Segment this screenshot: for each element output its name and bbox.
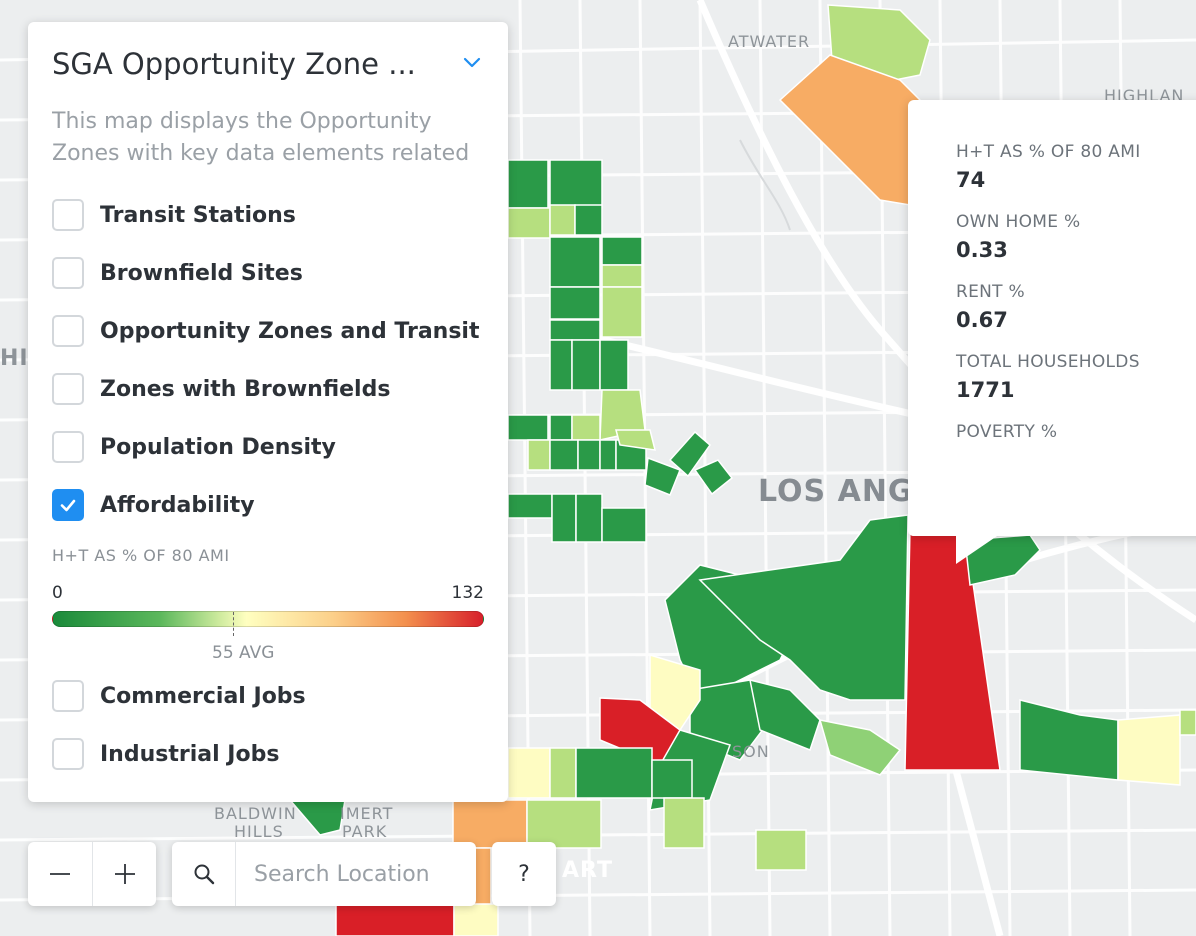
search-icon: [194, 864, 214, 885]
popup-value: 1771: [956, 378, 1015, 402]
popup-key: H+T AS % OF 80 AMI: [956, 142, 1141, 162]
popup-field: OWN HOME % 0.33: [956, 212, 1196, 262]
popup-field: H+T AS % OF 80 AMI 74: [956, 142, 1196, 192]
popup-value: 0.67: [956, 308, 1008, 332]
popup-key: OWN HOME %: [956, 212, 1081, 232]
layer-opportunity-zones-transit[interactable]: Opportunity Zones and Transit: [52, 302, 484, 360]
popup-value: 0.33: [956, 238, 1008, 262]
legend-color-ramp: [52, 611, 484, 636]
minus-icon: [50, 873, 70, 875]
check-icon: [60, 499, 76, 512]
panel-header[interactable]: SGA Opportunity Zone ...: [52, 22, 484, 106]
layer-affordability[interactable]: Affordability: [52, 476, 484, 534]
layer-brownfield-sites[interactable]: Brownfield Sites: [52, 244, 484, 302]
popup-scroll-fade: [908, 466, 1196, 536]
feature-popup: H+T AS % OF 80 AMI 74 OWN HOME % 0.33 RE…: [908, 100, 1196, 536]
plus-icon: [114, 864, 135, 884]
layer-label: Transit Stations: [100, 202, 296, 228]
checkbox[interactable]: [52, 373, 84, 405]
layer-commercial-jobs[interactable]: Commercial Jobs: [52, 667, 484, 725]
layer-population-density[interactable]: Population Density: [52, 418, 484, 476]
search-location-input[interactable]: [236, 861, 466, 887]
legend-avg-tick: [233, 612, 234, 636]
popup-field: POVERTY %: [956, 422, 1196, 442]
zoom-out-button[interactable]: [28, 842, 92, 906]
place-label-left: HI: [0, 346, 29, 371]
popup-key: POVERTY %: [956, 422, 1058, 442]
place-label-baldwin: BALDWIN: [214, 804, 297, 823]
layer-label: Population Density: [100, 434, 336, 460]
layer-panel: SGA Opportunity Zone ... This map displa…: [28, 22, 508, 802]
panel-title: SGA Opportunity Zone ...: [52, 47, 416, 81]
checkbox[interactable]: [52, 315, 84, 347]
place-label-los-angeles: LOS ANG: [758, 474, 914, 509]
layer-transit-stations[interactable]: Transit Stations: [52, 186, 484, 244]
legend-title: H+T AS % OF 80 AMI: [52, 546, 230, 565]
popup-field: TOTAL HOUSEHOLDS 1771: [956, 352, 1196, 402]
checkbox[interactable]: [52, 257, 84, 289]
checkbox[interactable]: [52, 199, 84, 231]
place-label-hills: HILLS: [234, 822, 284, 841]
legend-max: 132: [451, 583, 484, 603]
popup-key: RENT %: [956, 282, 1026, 302]
legend-range: 0 132: [52, 583, 484, 603]
layer-industrial-jobs[interactable]: Industrial Jobs: [52, 725, 484, 783]
search-button[interactable]: [172, 842, 236, 906]
panel-description: This map displays the Opportunity Zones …: [52, 109, 470, 166]
layer-label: Brownfield Sites: [100, 260, 303, 286]
help-button[interactable]: ?: [492, 842, 556, 906]
popup-value: 74: [956, 168, 986, 192]
place-label-son: SON: [732, 742, 770, 761]
popup-pointer: [956, 534, 1000, 564]
layer-label: Affordability: [100, 492, 255, 518]
place-label-atwater: ATWATER: [728, 32, 811, 51]
legend-avg-label: 55 AVG: [212, 643, 275, 663]
chevron-down-icon[interactable]: [460, 50, 484, 79]
checkbox[interactable]: [52, 680, 84, 712]
checkbox[interactable]: [52, 431, 84, 463]
layer-label: Zones with Brownfields: [100, 376, 391, 402]
place-label-leimert: IMERT: [340, 804, 394, 823]
checkbox[interactable]: [52, 738, 84, 770]
legend-min: 0: [52, 583, 63, 603]
checkbox-checked[interactable]: [52, 489, 84, 521]
search-box: [172, 842, 476, 906]
layer-zones-brownfields[interactable]: Zones with Brownfields: [52, 360, 484, 418]
place-label-art: ART: [562, 858, 613, 883]
layer-label: Opportunity Zones and Transit: [100, 318, 480, 344]
popup-field: RENT % 0.67: [956, 282, 1196, 332]
layer-label: Commercial Jobs: [100, 683, 306, 709]
popup-key: TOTAL HOUSEHOLDS: [956, 352, 1140, 372]
place-label-park: PARK: [342, 822, 388, 841]
zoom-control: [28, 842, 156, 906]
zoom-in-button[interactable]: [92, 842, 156, 906]
affordability-legend: H+T AS % OF 80 AMI 0 132 55 AVG: [52, 546, 484, 663]
layer-label: Industrial Jobs: [100, 741, 280, 767]
